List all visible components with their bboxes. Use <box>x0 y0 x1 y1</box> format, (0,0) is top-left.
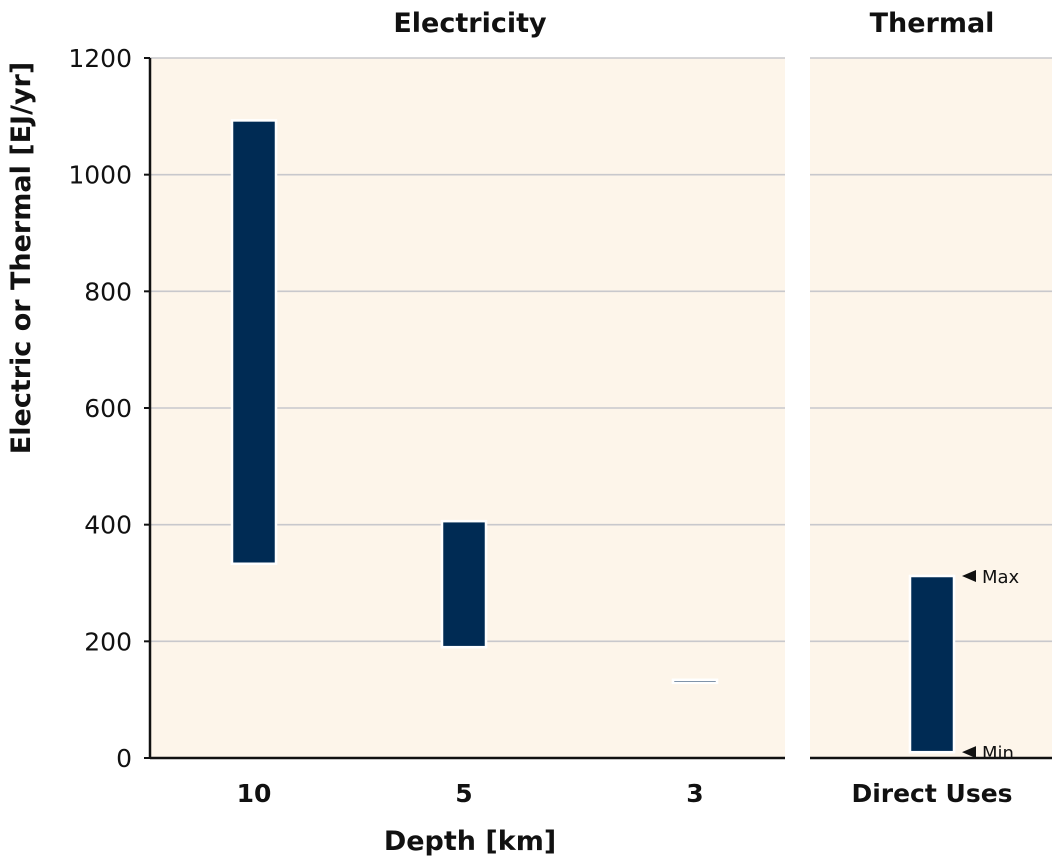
y-tick-label: 800 <box>84 277 132 306</box>
y-tick-labels: 0 200 400 600 800 1000 1200 <box>68 44 132 773</box>
range-bars <box>230 119 956 754</box>
range-bar <box>671 678 719 685</box>
range-bar <box>440 519 488 649</box>
x-category-labels: 10 5 3 Direct Uses <box>237 779 1013 808</box>
annotations: Max Min <box>962 567 1020 764</box>
annotation-arrow <box>962 746 976 759</box>
y-axis-title: Electric or Thermal [EJ/yr] <box>6 62 37 454</box>
annotation-label-min: Min <box>982 743 1014 764</box>
annotation-arrow <box>962 570 976 582</box>
range-bar <box>230 119 278 566</box>
y-tick-label: 600 <box>84 394 132 423</box>
axes <box>144 57 1052 760</box>
panel-title-electricity: Electricity <box>393 8 547 39</box>
x-category-label: Direct Uses <box>851 779 1012 808</box>
y-tick-label: 0 <box>116 744 132 773</box>
y-tick-label: 200 <box>84 627 132 656</box>
range-bar <box>908 574 956 754</box>
x-category-label: 3 <box>686 779 703 808</box>
x-category-label: 10 <box>237 779 272 808</box>
annotation-label-max: Max <box>982 567 1020 588</box>
y-tick-label: 400 <box>84 511 132 540</box>
y-tick-label: 1200 <box>68 44 132 73</box>
panel-title-thermal: Thermal <box>870 8 995 39</box>
y-tick-label: 1000 <box>68 161 132 190</box>
x-axis-title: Depth [km] <box>384 826 556 857</box>
x-category-label: 5 <box>455 779 472 808</box>
